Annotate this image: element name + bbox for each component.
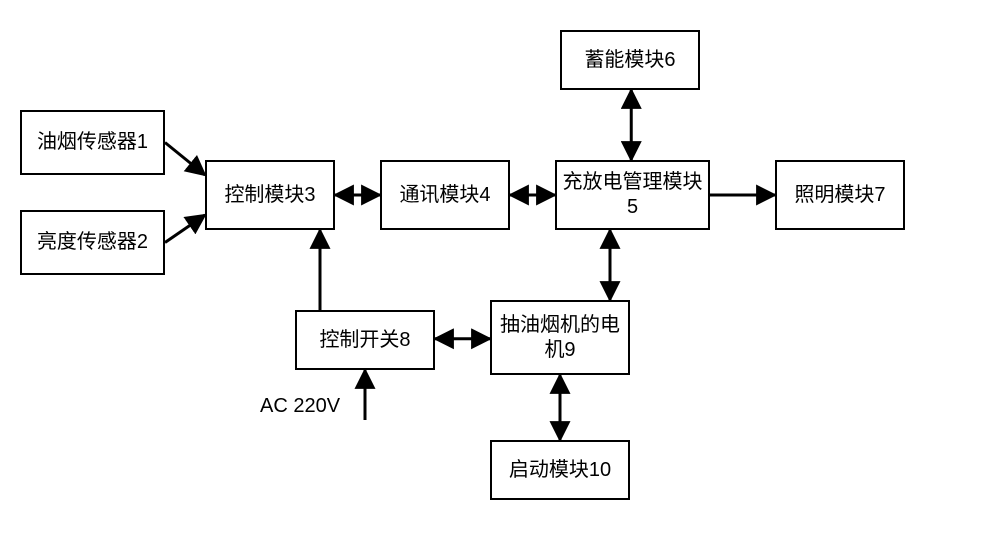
node-brightness-sensor-2: 亮度传感器2 [20, 210, 165, 275]
node-storage-module-6: 蓄能模块6 [560, 30, 700, 90]
node-motor-9: 抽油烟机的电机9 [490, 300, 630, 375]
node-label: 控制模块3 [224, 183, 315, 208]
node-label: 蓄能模块6 [584, 48, 675, 73]
node-start-module-10: 启动模块10 [490, 440, 630, 500]
node-label: 油烟传感器1 [37, 130, 148, 155]
node-light-module-7: 照明模块7 [775, 160, 905, 230]
node-comm-module-4: 通讯模块4 [380, 160, 510, 230]
node-label: 通讯模块4 [399, 183, 490, 208]
node-label: 启动模块10 [509, 458, 611, 483]
ac-220v-label: AC 220V [260, 395, 340, 418]
node-control-module-3: 控制模块3 [205, 160, 335, 230]
node-control-switch-8: 控制开关8 [295, 310, 435, 370]
node-label: 照明模块7 [794, 183, 885, 208]
node-label: 亮度传感器2 [37, 230, 148, 255]
diagram-canvas: 油烟传感器1 亮度传感器2 控制模块3 通讯模块4 充放电管理模块5 蓄能模块6… [0, 0, 1000, 533]
node-smoke-sensor-1: 油烟传感器1 [20, 110, 165, 175]
ac-label-text: AC 220V [260, 395, 340, 417]
node-label: 控制开关8 [319, 328, 410, 353]
node-label: 抽油烟机的电机9 [492, 313, 628, 363]
node-label: 充放电管理模块5 [557, 170, 708, 220]
node-charge-module-5: 充放电管理模块5 [555, 160, 710, 230]
